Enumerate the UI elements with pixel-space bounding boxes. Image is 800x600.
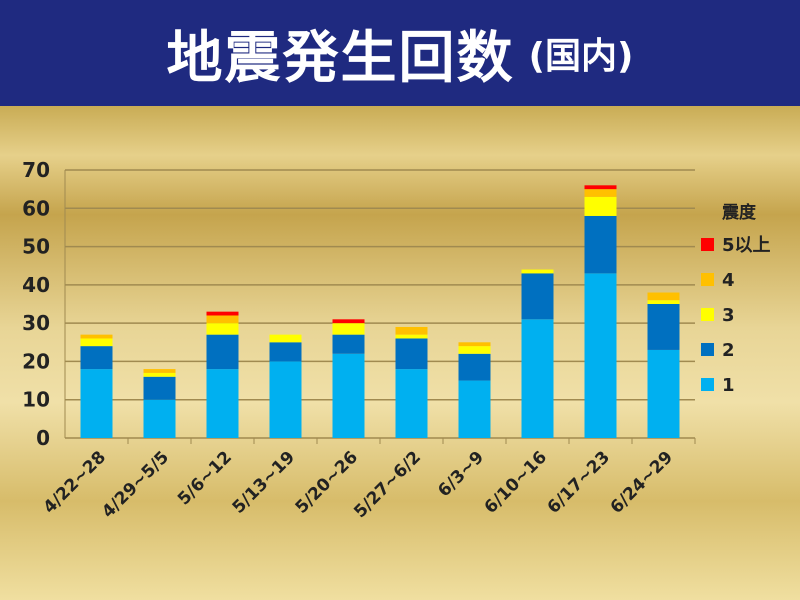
bar-segment-4: [395, 326, 428, 335]
x-tick-label: 6/17~23: [544, 447, 614, 517]
bar-segment-1: [332, 353, 365, 438]
y-tick-label: 20: [22, 349, 50, 373]
bar-segment-3: [143, 372, 176, 377]
bar-segment-4: [458, 342, 491, 347]
bar-segment-4: [80, 334, 113, 339]
bar-segment-1: [458, 380, 491, 438]
x-tick-label: 6/10~16: [481, 447, 551, 517]
bar-segment-5以上: [332, 319, 365, 324]
bar-segment-2: [458, 353, 491, 381]
bar-segment-2: [647, 304, 680, 350]
title-banner: 地震発生回数 (国内): [0, 0, 800, 106]
bar-segment-2: [269, 342, 302, 362]
bar-segment-3: [332, 323, 365, 335]
bar-segment-1: [269, 361, 302, 438]
bar-segment-3: [206, 323, 239, 335]
bar-segment-1: [80, 369, 113, 438]
legend-label: 3: [722, 305, 735, 326]
bar-segment-2: [80, 346, 113, 370]
legend-label: 2: [722, 340, 735, 361]
y-tick-label: 30: [22, 311, 50, 335]
bar-segment-1: [584, 273, 617, 438]
y-tick-label: 40: [22, 273, 50, 297]
legend-swatch: [701, 343, 714, 356]
bar-segment-1: [647, 349, 680, 438]
bar-segment-3: [80, 338, 113, 347]
y-tick-label: 70: [22, 158, 50, 182]
bar-segment-4: [647, 292, 680, 301]
y-tick-label: 10: [22, 388, 50, 412]
bar-segment-4: [584, 189, 617, 197]
bar-segment-5以上: [206, 311, 239, 316]
bar-segment-2: [395, 338, 428, 370]
bar-segment-1: [521, 319, 554, 438]
x-tick-label: 6/3~9: [434, 447, 488, 501]
legend-label: 4: [722, 270, 735, 291]
chart-title: 地震発生回数: [166, 25, 515, 91]
legend-label: 5以上: [722, 235, 771, 256]
bar-segment-1: [206, 369, 239, 438]
bar-segment-2: [332, 334, 365, 354]
bar-segment-3: [269, 334, 302, 343]
bar-segment-3: [458, 346, 491, 354]
legend-swatch: [701, 308, 714, 321]
bar-segment-1: [143, 399, 176, 438]
bar-segment-1: [395, 369, 428, 438]
x-tick-label: 4/29~5/5: [98, 447, 173, 522]
y-tick-label: 50: [22, 235, 50, 259]
x-tick-label: 5/13~19: [229, 447, 299, 517]
bar-segment-3: [584, 196, 617, 216]
bar-segment-3: [521, 269, 554, 274]
bar-segment-4: [143, 369, 176, 373]
x-tick-label: 5/6~12: [174, 447, 236, 509]
legend-swatch: [701, 273, 714, 286]
x-tick-label: 5/27~6/2: [350, 447, 425, 522]
legend-swatch: [701, 378, 714, 391]
legend-swatch: [701, 238, 714, 251]
x-tick-label: 6/24~29: [607, 447, 677, 517]
legend-label: 1: [722, 375, 735, 396]
y-tick-label: 0: [36, 426, 50, 450]
bar-segment-3: [395, 334, 428, 339]
legend-title: 震度: [721, 202, 757, 223]
bar-segment-3: [647, 300, 680, 304]
bar-segment-5以上: [584, 185, 617, 190]
bar-segment-2: [584, 215, 617, 274]
bar-segment-2: [143, 376, 176, 400]
y-tick-label: 60: [22, 196, 50, 220]
chart-subtitle: (国内): [528, 36, 634, 77]
bar-segment-4: [206, 315, 239, 324]
bar-segment-2: [206, 334, 239, 370]
bar-segment-2: [521, 273, 554, 320]
